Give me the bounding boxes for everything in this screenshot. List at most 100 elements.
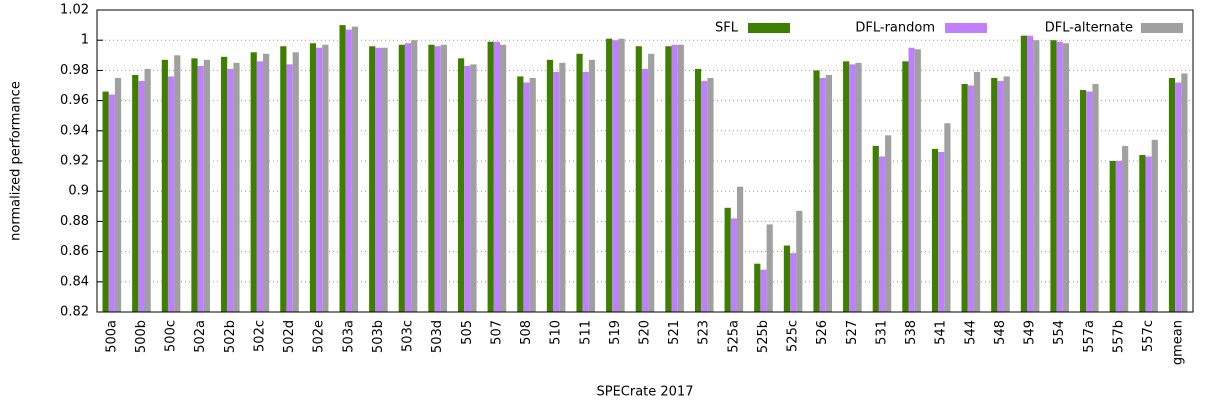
- x-tick-label: 519: [608, 320, 623, 345]
- bar: [707, 77, 714, 312]
- legend-label: DFL-alternate: [1045, 21, 1133, 36]
- bar: [914, 49, 921, 312]
- bar: [783, 245, 791, 312]
- bar: [641, 68, 649, 312]
- bar: [263, 53, 270, 312]
- x-tick-label: 549: [1023, 320, 1038, 345]
- y-tick-label: 0.84: [60, 274, 89, 289]
- bar: [694, 68, 702, 312]
- bar: [1139, 154, 1146, 312]
- bar: [398, 44, 405, 312]
- bar: [381, 47, 388, 312]
- bar: [843, 61, 850, 313]
- bar: [878, 156, 886, 312]
- x-tick-label: 557a: [1082, 320, 1097, 353]
- bar: [1020, 35, 1027, 313]
- bar: [220, 56, 228, 313]
- bar: [908, 47, 915, 312]
- bar: [499, 44, 507, 312]
- x-tick-label: 523: [697, 320, 712, 345]
- bar: [292, 52, 299, 312]
- y-tick-label: 0.98: [60, 63, 89, 78]
- bar: [1033, 40, 1040, 312]
- bar: [1181, 73, 1188, 312]
- y-tick-label: 0.82: [60, 305, 89, 320]
- bar: [944, 123, 951, 312]
- bar: [132, 74, 139, 313]
- bar: [309, 43, 317, 312]
- bar: [233, 62, 240, 312]
- bar: [754, 263, 761, 312]
- x-tick-label: 502d: [282, 320, 297, 353]
- x-tick-label: 502a: [193, 320, 208, 353]
- bar: [872, 145, 879, 312]
- bar: [1003, 76, 1010, 312]
- bar: [102, 91, 109, 312]
- bar: [677, 44, 684, 312]
- bar: [1168, 77, 1176, 312]
- bar: [849, 64, 856, 312]
- bar: [648, 53, 655, 312]
- bar: [1062, 43, 1070, 312]
- y-tick-label: 1.02: [60, 3, 89, 18]
- bar: [1175, 82, 1182, 312]
- x-tick-label: 527: [845, 320, 860, 345]
- bar: [997, 80, 1004, 312]
- y-tick-label: 0.96: [60, 93, 89, 108]
- bar: [369, 46, 376, 313]
- bar: [345, 29, 352, 312]
- bar: [428, 44, 435, 312]
- bar: [322, 44, 329, 312]
- bar: [280, 46, 287, 313]
- y-tick-label: 0.86: [60, 244, 89, 259]
- x-tick-label: 500a: [104, 320, 119, 353]
- bar: [582, 71, 589, 312]
- x-tick-label: 521: [667, 320, 682, 345]
- bar: [411, 40, 418, 312]
- bar: [825, 74, 833, 313]
- bar: [1026, 35, 1034, 313]
- x-tick-label: gmean: [1171, 320, 1186, 365]
- bar: [665, 46, 672, 313]
- bar: [191, 58, 198, 312]
- y-axis-label: normalized performance: [9, 81, 24, 241]
- bar: [250, 52, 257, 312]
- x-tick-label: 502c: [252, 320, 267, 352]
- bar: [701, 80, 708, 312]
- x-tick-label: 557c: [1141, 320, 1156, 352]
- bar: [588, 59, 596, 312]
- bar: [227, 68, 234, 312]
- x-tick-label: 503d: [430, 320, 445, 353]
- bar: [796, 210, 803, 312]
- bar: [559, 62, 566, 312]
- bar: [138, 80, 145, 312]
- bar: [553, 71, 560, 312]
- bar: [1056, 41, 1063, 313]
- bar: [339, 25, 346, 312]
- bar: [671, 44, 678, 312]
- bar: [457, 58, 465, 312]
- bar: [523, 82, 530, 312]
- bar: [546, 59, 554, 312]
- x-tick-label: 520: [638, 320, 653, 345]
- bar: [1080, 90, 1087, 312]
- x-tick-label: 511: [578, 320, 593, 345]
- bar: [440, 44, 447, 312]
- bar: [493, 41, 500, 313]
- y-tick-label: 0.94: [60, 123, 89, 138]
- bar: [174, 55, 181, 313]
- bar: [902, 61, 909, 313]
- x-tick-label: 503b: [371, 320, 386, 353]
- x-tick-label: 502b: [223, 320, 238, 353]
- bar: [1086, 91, 1093, 312]
- bar: [161, 59, 168, 312]
- x-tick-label: 500c: [164, 320, 179, 352]
- bar: [606, 38, 613, 312]
- legend-swatch: [748, 23, 790, 33]
- x-tick-label: 554: [1052, 320, 1067, 345]
- x-tick-label: 525a: [726, 320, 741, 353]
- bar: [991, 77, 998, 312]
- x-tick-label: 538: [904, 320, 919, 345]
- y-tick-label: 0.92: [60, 154, 89, 169]
